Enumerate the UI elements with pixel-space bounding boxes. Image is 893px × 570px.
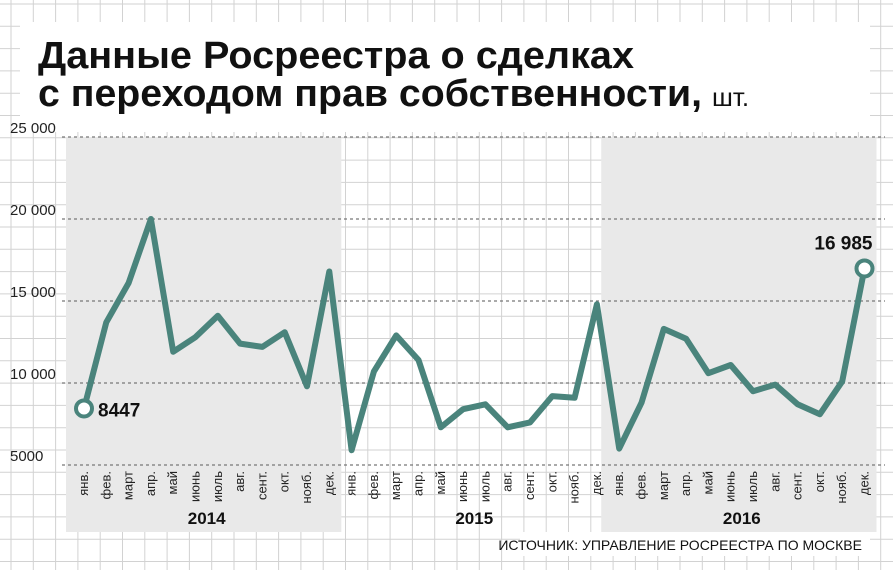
data-point <box>705 370 711 376</box>
x-tick-label: янв. <box>344 471 359 496</box>
data-point <box>616 446 622 452</box>
data-point <box>349 447 355 453</box>
x-tick-label: март <box>121 471 136 500</box>
data-point <box>438 424 444 430</box>
year-label: 2014 <box>188 509 226 528</box>
data-point <box>282 329 288 335</box>
y-tick-label: 20 000 <box>10 202 56 219</box>
x-tick-label: янв. <box>611 471 626 496</box>
data-point <box>460 406 466 412</box>
x-tick-label: авг. <box>232 471 247 492</box>
data-label: 8447 <box>98 400 140 421</box>
series-line <box>81 216 868 454</box>
x-tick-label: апр. <box>143 471 158 496</box>
x-tick-label: фев. <box>634 471 649 499</box>
data-label: 16 985 <box>814 233 873 254</box>
endpoint-marker <box>854 258 875 279</box>
data-point <box>193 334 199 340</box>
source-box <box>520 532 870 556</box>
x-tick-label: июль <box>745 471 760 502</box>
data-point <box>839 378 845 384</box>
data-point <box>639 400 645 406</box>
y-tick-label: 5000 <box>10 448 43 465</box>
y-tick-label: 25 000 <box>10 120 56 137</box>
data-point <box>795 401 801 407</box>
x-tick-label: дек. <box>589 471 604 495</box>
source-note: ИСТОЧНИК: УПРАВЛЕНИЕ РОСРЕЕСТРА ПО МОСКВ… <box>498 537 862 553</box>
data-point <box>594 301 600 307</box>
year-labels: 2014 2015 2016 <box>188 509 761 528</box>
data-point <box>728 362 734 368</box>
data-point <box>572 395 578 401</box>
x-tick-label: нояб. <box>567 471 582 504</box>
chart-unit: шт. <box>712 82 749 112</box>
x-tick-label: сент. <box>522 471 537 500</box>
x-tick-label: авг. <box>767 471 782 492</box>
x-tick-label: фев. <box>98 471 113 499</box>
data-point <box>393 332 399 338</box>
year-shading <box>66 137 877 532</box>
x-tick-label: май <box>165 471 180 494</box>
chart-title-line-1: Данные Росреестра о сделках <box>38 35 634 77</box>
x-tick-label: июль <box>210 471 225 502</box>
x-tick-label: дек. <box>857 471 872 495</box>
x-tick-label: янв. <box>76 471 91 496</box>
data-point <box>170 349 176 355</box>
data-point <box>482 401 488 407</box>
data-point <box>215 313 221 319</box>
x-tick-label: март <box>656 471 671 500</box>
x-tick-label: май <box>433 471 448 494</box>
x-tick-label: март <box>388 471 403 500</box>
x-tick-label: июнь <box>455 471 470 502</box>
x-tick-label: апр. <box>678 471 693 496</box>
data-point <box>371 369 377 375</box>
data-point <box>416 357 422 363</box>
data-point <box>661 326 667 332</box>
x-tick-label: нояб. <box>299 471 314 504</box>
x-tick-label: июль <box>477 471 492 502</box>
chart-title-line-2: с переходом прав собственности, <box>38 73 702 115</box>
endpoint-marker <box>74 398 94 419</box>
year-shade-band <box>66 137 342 532</box>
x-tick-label: июнь <box>188 471 203 502</box>
year-label: 2015 <box>455 509 493 528</box>
x-tick-label: май <box>700 471 715 494</box>
data-point <box>750 388 756 394</box>
data-point <box>772 382 778 388</box>
x-tick-label: дек. <box>321 471 336 495</box>
x-tick-label: авг. <box>500 471 515 492</box>
title-box <box>20 22 870 132</box>
x-tick-label: июнь <box>723 471 738 502</box>
annotations: 8447 16 985 <box>74 233 875 421</box>
x-tick-label: нояб. <box>834 471 849 504</box>
data-point <box>126 280 132 286</box>
data-point <box>148 216 154 222</box>
data-point <box>259 344 265 350</box>
x-tick-label: окт. <box>277 471 292 492</box>
y-tick-label: 15 000 <box>10 284 56 301</box>
data-point <box>103 319 109 325</box>
y-tick-label: 10 000 <box>10 366 56 383</box>
year-label: 2016 <box>723 509 761 528</box>
data-point <box>326 268 332 274</box>
x-tick-label: сент. <box>790 471 805 500</box>
x-tick-label: сент. <box>254 471 269 500</box>
data-point <box>549 393 555 399</box>
data-point <box>304 383 310 389</box>
x-tick-label: фев. <box>366 471 381 499</box>
data-point <box>505 424 511 430</box>
x-tick-label: окт. <box>544 471 559 492</box>
x-tick-label: окт. <box>812 471 827 492</box>
year-shade-band <box>601 137 877 532</box>
x-axis-ticks: янв. фев. март апр. май июнь июль авг. сент. окт.… <box>76 471 872 504</box>
y-axis-ticks: 5000 10 000 15 000 20 000 25 000 <box>10 120 56 465</box>
data-point <box>527 419 533 425</box>
x-tick-label: апр. <box>411 471 426 496</box>
data-point <box>683 336 689 342</box>
data-point <box>237 341 243 347</box>
data-point <box>817 411 823 417</box>
